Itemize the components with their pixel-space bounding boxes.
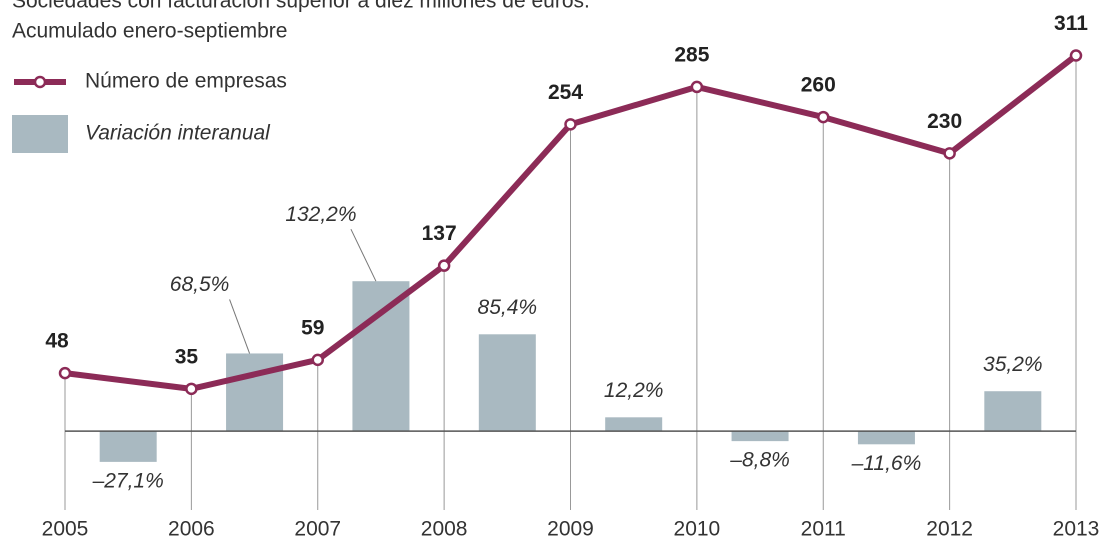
bar (857, 431, 915, 445)
chart-title: Sociedades con facturación superior a di… (12, 0, 590, 13)
line-marker (690, 80, 704, 94)
leader-line (229, 299, 251, 354)
x-tick-label: 2012 (926, 518, 973, 541)
x-tick-label: 2005 (42, 518, 89, 541)
x-tick-label: 2011 (801, 518, 846, 541)
bar (984, 391, 1042, 432)
chart-subtitle: Acumulado enero-septiembre (12, 20, 287, 43)
legend-label: Número de empresas (85, 70, 287, 93)
value-label: 311 (1054, 12, 1088, 35)
line-marker (185, 382, 198, 396)
value-label: 35 (175, 345, 199, 368)
line-marker (437, 259, 451, 272)
line-marker (311, 353, 324, 367)
line-marker (1069, 49, 1083, 62)
value-label: 59 (301, 316, 324, 339)
value-label: –11,6% (851, 452, 922, 475)
legend-label: Variación interanual (85, 122, 271, 145)
value-label: 230 (927, 110, 962, 133)
x-tick-label: 2008 (421, 518, 468, 541)
value-label: 254 (548, 81, 583, 104)
value-label: 12,2% (604, 379, 664, 402)
x-tick-label: 2007 (294, 518, 341, 541)
value-label: 285 (674, 43, 709, 66)
value-label: 260 (801, 74, 836, 97)
bar (99, 431, 157, 462)
legend-marker (33, 75, 47, 89)
x-tick-label: 2009 (547, 518, 594, 541)
bar (352, 281, 410, 432)
x-tick-label: 2006 (168, 518, 215, 541)
line-marker (564, 118, 577, 131)
bar (478, 334, 536, 432)
value-label: 48 (45, 330, 69, 353)
value-label: 85,4% (478, 296, 538, 319)
bar (226, 353, 284, 432)
bar (731, 431, 789, 442)
leader-line (350, 228, 377, 282)
value-label: 35,2% (983, 353, 1043, 376)
value-label: 132,2% (285, 203, 356, 226)
line-marker (58, 366, 72, 380)
line-marker (943, 147, 956, 160)
value-label: 137 (422, 222, 457, 245)
x-tick-label: 2013 (1053, 518, 1100, 541)
value-label: –8,8% (729, 449, 790, 472)
value-label: 68,5% (170, 273, 230, 296)
x-tick-label: 2010 (674, 518, 721, 541)
bar (605, 417, 663, 432)
value-label: –27,1% (92, 469, 164, 492)
line-marker (817, 110, 830, 124)
legend-swatch (12, 115, 68, 153)
